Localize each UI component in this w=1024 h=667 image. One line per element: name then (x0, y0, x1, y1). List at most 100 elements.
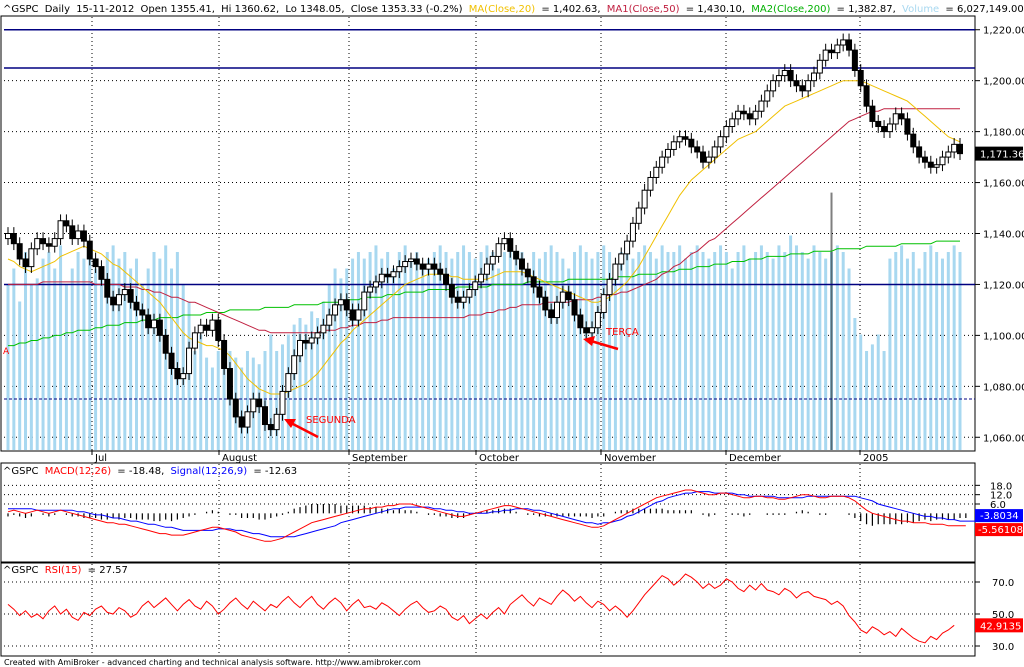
volume-bar (438, 245, 442, 450)
candle-up (664, 148, 671, 158)
volume-bar (742, 245, 746, 450)
header-close: Close 1353.33 (-0.2%) (351, 4, 463, 15)
arrow-segunda (284, 419, 319, 439)
volume-bar (537, 258, 541, 450)
volume-bar (678, 245, 682, 450)
candle-down (215, 319, 222, 341)
y-tick-label: 1,200.00 (983, 77, 1024, 88)
candle-down (565, 291, 572, 301)
candle-up (770, 80, 777, 92)
volume-bar (865, 351, 869, 450)
volume-bar (456, 252, 460, 450)
volume-bar (643, 245, 647, 450)
candle-down (156, 319, 163, 336)
rsi-value-box (975, 618, 1023, 633)
candle-up (460, 296, 467, 303)
volume-bar (47, 252, 51, 450)
candle-up (606, 278, 613, 296)
volume-bar (713, 252, 717, 450)
volume-bar (158, 258, 162, 450)
y-tick-label: 1,100.00 (983, 331, 1024, 342)
candle-up (594, 311, 601, 329)
macd-line (7, 489, 966, 542)
rsi-y-tick-label: 30.0 (992, 642, 1014, 653)
volume-bar (824, 258, 828, 450)
volume-bar (917, 268, 921, 450)
volume-bar (24, 252, 28, 450)
candle-up (5, 233, 11, 240)
macd-y-tick-label: 6.0 (990, 500, 1006, 511)
volume-bar (806, 258, 810, 450)
volume-bar (584, 252, 588, 450)
candle-down (869, 105, 876, 122)
candle-down (69, 225, 76, 240)
volume-bar (841, 252, 845, 450)
candle-down (448, 283, 455, 298)
candle-down (22, 258, 29, 268)
candle-up (28, 248, 35, 268)
volume-bar (397, 252, 401, 450)
candle-up (647, 176, 654, 191)
volume-bar (958, 252, 962, 450)
candle-down (513, 250, 520, 260)
candle-up (886, 123, 893, 133)
candle-up (723, 126, 730, 138)
candle-down (682, 136, 689, 140)
volume-bar (555, 252, 559, 450)
volume-bar (275, 351, 279, 450)
candle-down (530, 276, 537, 288)
volume-bar (526, 268, 530, 450)
candle-up (752, 110, 759, 120)
candle-down (110, 296, 117, 306)
candle-down (740, 110, 747, 115)
volume-bar (870, 344, 874, 450)
volume-bar (29, 285, 33, 450)
volume-bar (380, 258, 384, 450)
rsi-y-tick-label: 70.0 (992, 578, 1014, 589)
candle-up (495, 243, 502, 257)
candle-up (285, 373, 292, 392)
candle-down (168, 352, 175, 369)
candle-up (554, 301, 561, 319)
volume-bar (82, 258, 86, 450)
macd-header-symbol: ^GSPC (3, 466, 39, 477)
volume-bar (719, 245, 723, 450)
volume-bar (771, 258, 775, 450)
candle-down (518, 258, 525, 270)
candle-down (384, 273, 391, 278)
candle-down (787, 69, 794, 82)
volume-bar (473, 258, 477, 450)
volume-bar (648, 252, 652, 450)
volume-bar (794, 245, 798, 450)
candle-up (186, 347, 193, 375)
candle-down (238, 416, 245, 428)
volume-bar (415, 252, 419, 450)
candle-up (933, 164, 940, 168)
rsi-header-symbol: ^GSPC (3, 565, 39, 576)
volume-bar (707, 258, 711, 450)
candle-up (483, 263, 490, 275)
y-tick-label: 1,060.00 (983, 433, 1024, 444)
volume-bar (269, 334, 273, 450)
volume-bar (853, 318, 857, 450)
volume-bar (660, 245, 664, 450)
volume-bar (847, 268, 851, 450)
candle-up (326, 314, 333, 326)
macd-header: ^GSPC MACD(12,26) = -18.48, Signal(12,26… (3, 466, 297, 477)
volume-bar (327, 285, 331, 450)
volume-bar (859, 334, 863, 450)
candle-down (419, 263, 426, 270)
macd-value-box (975, 509, 1023, 523)
candle-down (16, 243, 23, 260)
volume-bar (111, 245, 115, 450)
rsi-value-label: 42.9135 (980, 621, 1021, 632)
volume-bar (894, 252, 898, 450)
candle-up (355, 309, 362, 321)
candle-up (489, 255, 496, 265)
volume-bar (345, 268, 349, 450)
volume-bar (835, 245, 839, 450)
volume-bar (748, 258, 752, 450)
volume-bar (625, 245, 629, 450)
candle-up (939, 156, 946, 166)
y-tick-label: 1,080.00 (983, 382, 1024, 393)
